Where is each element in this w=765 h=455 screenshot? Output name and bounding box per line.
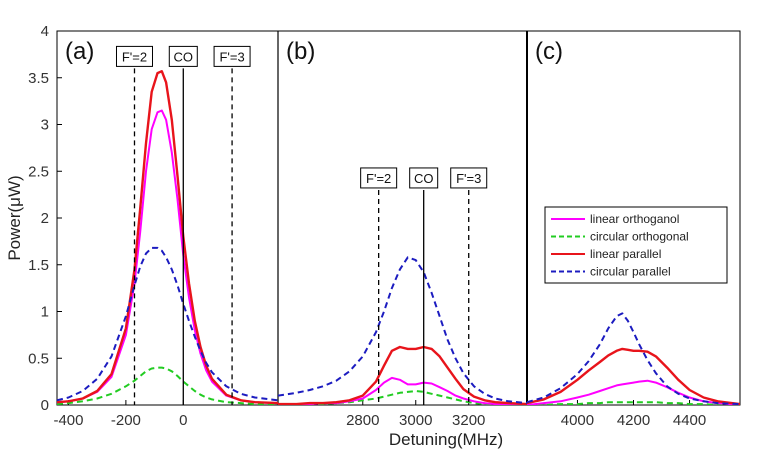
y-tick-label: 3.5 — [28, 70, 49, 87]
marker-box — [360, 167, 398, 189]
marker-label: CO — [414, 171, 434, 186]
marker-label: F'=3 — [456, 171, 481, 186]
x-tick-label: 3000 — [399, 412, 432, 429]
x-tick-label: 2800 — [346, 412, 379, 429]
legend-label: circular parallel — [590, 265, 671, 279]
x-tick-label: 4200 — [617, 412, 650, 429]
y-tick-label: 3 — [41, 117, 49, 134]
marker-label: F'=2 — [122, 49, 147, 64]
series-line-circ_orth — [527, 401, 740, 405]
panel-label: (b) — [286, 38, 315, 65]
series-line-lin_orth — [57, 109, 278, 405]
series-line-circ_par — [527, 312, 740, 405]
y-tick-label: 4 — [41, 23, 49, 40]
marker-label: F'=2 — [366, 171, 391, 186]
series-layer — [57, 70, 740, 405]
y-tick-label: 2 — [41, 210, 49, 227]
legend-label: linear parallel — [590, 247, 661, 261]
x-tick-label: 3200 — [452, 412, 485, 429]
series-line-circ_orth — [57, 366, 278, 405]
x-tick-label: 4000 — [561, 412, 594, 429]
y-axis-title: Power(μW) — [5, 175, 24, 260]
series-line-lin_par — [278, 345, 527, 405]
y-tick-label: 1 — [41, 304, 49, 321]
panel-series-0 — [57, 70, 278, 405]
y-tick-label: 1.5 — [28, 257, 49, 274]
x-tick-label: -200 — [111, 412, 141, 429]
y-tick-label: 0 — [41, 397, 49, 414]
marker-box — [409, 167, 439, 189]
marker-box — [450, 167, 488, 189]
legend: linear orthoganol circular orthogonal line… — [544, 206, 728, 284]
marker-label: F'=3 — [219, 49, 244, 64]
marker-label: CO — [174, 49, 194, 64]
legend-label: linear orthoganol — [590, 212, 679, 226]
y-tick-label: 2.5 — [28, 163, 49, 180]
series-line-circ_par — [278, 256, 527, 405]
series-line-lin_par — [57, 70, 278, 405]
x-tick-label: -400 — [53, 412, 83, 429]
series-line-circ_orth — [278, 390, 527, 405]
x-axis-title: Detuning(MHz) — [389, 430, 503, 449]
tick-labels: 0 0.5 1 1.5 2 2.5 3 3.5 4 -400 -200 0 (a) 2800 3000 320… — [28, 23, 706, 429]
y-tick-label: 0.5 — [28, 350, 49, 367]
marker-box — [115, 45, 153, 67]
series-line-circ_par — [57, 246, 278, 402]
x-tick-label: 0 — [179, 412, 187, 429]
series-line-lin_par — [527, 347, 740, 405]
marker-box — [213, 45, 251, 67]
transition-markers: F'=2 CO F'=3 F'=2 CO F'=3 — [115, 45, 488, 405]
panel-series-1 — [278, 256, 527, 405]
panel-label: (a) — [65, 38, 94, 65]
x-tick-label: 4400 — [673, 412, 706, 429]
panel-label: (c) — [535, 38, 563, 65]
plot-frame — [56, 30, 741, 406]
panel-series-2 — [527, 312, 740, 405]
marker-box — [168, 45, 198, 67]
legend-label: circular orthogonal — [590, 230, 689, 244]
